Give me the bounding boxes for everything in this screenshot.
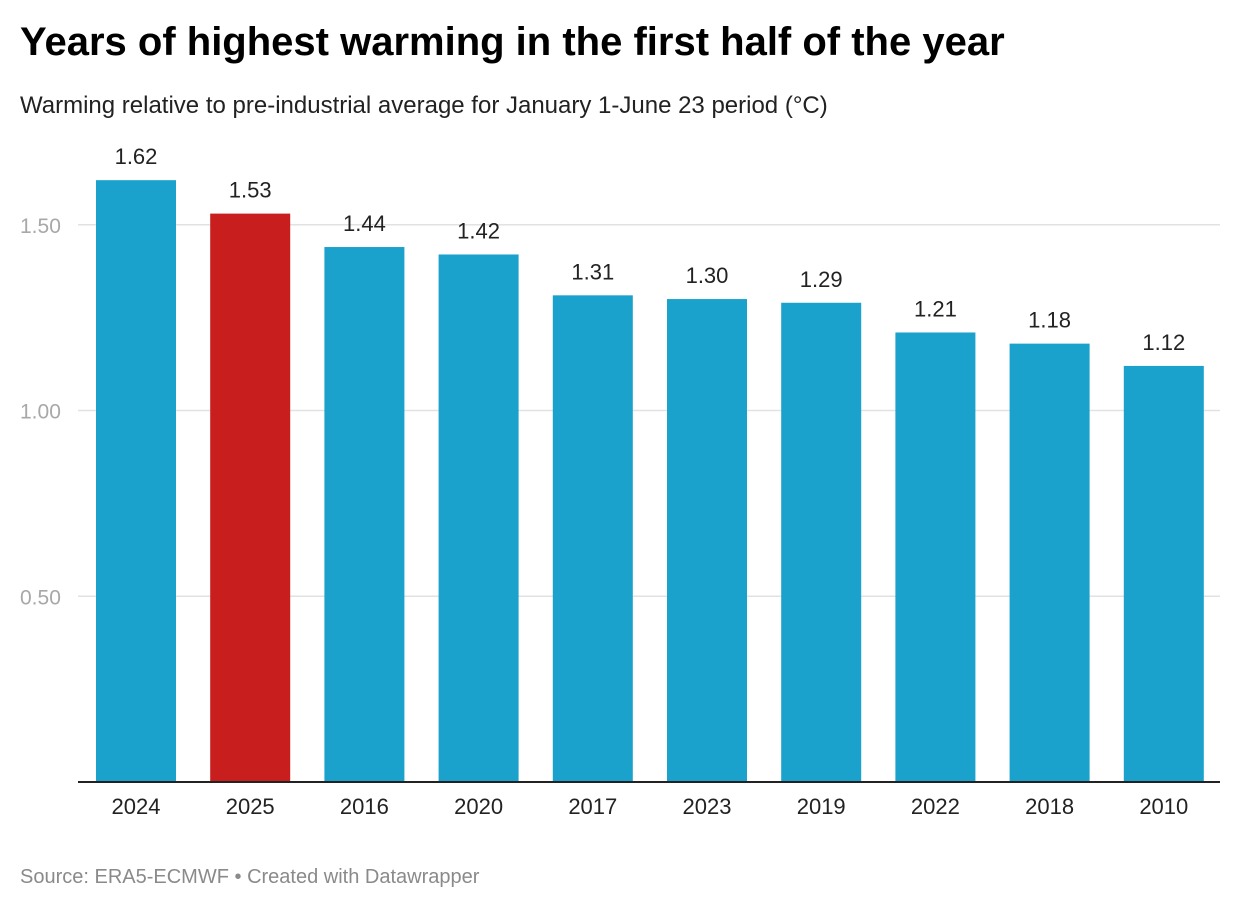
x-tick-label: 2022 — [911, 794, 960, 819]
x-tick-label: 2019 — [797, 794, 846, 819]
footer: Source: ERA5-ECMWF • Created with Datawr… — [20, 866, 479, 889]
source-text: Source: ERA5-ECMWF — [20, 866, 229, 888]
bar-2010 — [1123, 365, 1204, 782]
bar-2025 — [210, 213, 291, 783]
bar-chart: 0.50 1.00 1.50 1.62 2024 1.53 2025 1.44 2016 1.42… — [20, 144, 1220, 819]
value-label: 1.42 — [457, 218, 500, 243]
chart-subtitle: Warming relative to pre-industrial avera… — [20, 92, 828, 119]
x-tick-label: 2017 — [568, 794, 617, 819]
x-tick-label: 2010 — [1139, 794, 1188, 819]
x-tick-label: 2024 — [112, 794, 161, 819]
value-label: 1.44 — [343, 211, 386, 236]
bar-2018 — [1009, 343, 1090, 782]
separator-dot: • — [234, 866, 242, 888]
x-tick-label: 2020 — [454, 794, 503, 819]
y-tick-label: 1.50 — [20, 215, 61, 238]
bar-2017 — [552, 295, 633, 782]
value-label: 1.62 — [115, 144, 158, 169]
x-tick-label: 2018 — [1025, 794, 1074, 819]
credit-link[interactable]: Created with Datawrapper — [247, 866, 480, 888]
value-label: 1.12 — [1142, 330, 1185, 355]
bar-2016 — [324, 247, 405, 783]
bar-2020 — [438, 254, 519, 783]
value-label: 1.18 — [1028, 308, 1071, 333]
value-label: 1.30 — [686, 263, 729, 288]
value-label: 1.53 — [229, 178, 272, 203]
x-tick-label: 2016 — [340, 794, 389, 819]
value-label: 1.31 — [571, 259, 614, 284]
value-label: 1.29 — [800, 267, 843, 292]
x-tick-label: 2023 — [683, 794, 732, 819]
bar-2024 — [96, 180, 176, 783]
x-tick-label: 2025 — [226, 794, 275, 819]
chart-title: Years of highest warming in the first ha… — [20, 20, 1005, 64]
bar-2019 — [781, 302, 862, 782]
y-tick-label: 1.00 — [20, 401, 61, 424]
bar-2023 — [667, 299, 747, 782]
bar-2022 — [895, 332, 976, 782]
y-tick-label: 0.50 — [20, 586, 61, 609]
value-label: 1.21 — [914, 296, 957, 321]
